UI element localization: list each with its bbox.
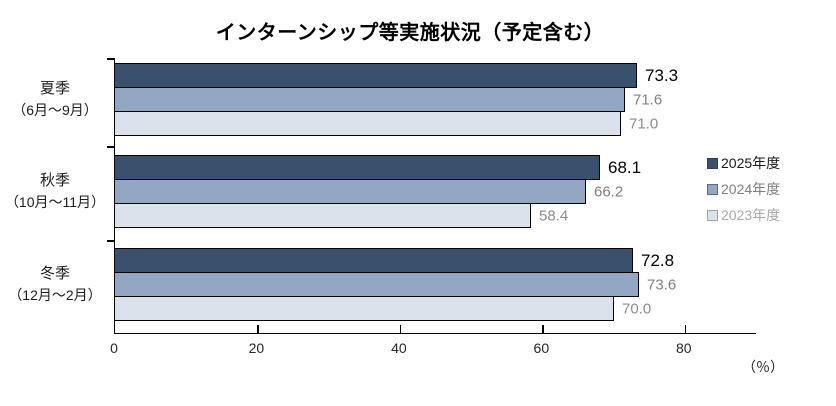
- bar-2025年度-cat0: [115, 63, 637, 88]
- value-label-2025年度-cat0: 73.3: [645, 65, 679, 85]
- legend-swatch-icon: [707, 157, 718, 169]
- legend-item-2023年度: 2023年度: [707, 202, 780, 228]
- value-label-2025年度-cat1: 68.1: [608, 157, 642, 177]
- x-axis-tick-label: 60: [533, 340, 550, 356]
- category-label-sub: （12月〜2月）: [8, 286, 102, 303]
- bar-2024年度-cat0: [115, 87, 625, 112]
- x-axis-tick: [542, 325, 544, 333]
- x-axis-tick: [257, 325, 259, 333]
- value-label-2025年度-cat2: 72.8: [641, 250, 675, 270]
- legend-label: 2024年度: [721, 181, 781, 197]
- category-label-0: 夏季 （6月〜9月）: [2, 63, 108, 136]
- value-label-2024年度-cat0: 71.6: [633, 91, 663, 108]
- value-label-2024年度-cat1: 66.2: [594, 183, 624, 200]
- bar-2024年度-cat1: [115, 179, 586, 204]
- x-axis-tick-label: 40: [391, 340, 407, 356]
- value-label-2024年度-cat2: 73.6: [647, 276, 677, 293]
- x-axis-tick-label: 0: [110, 340, 118, 356]
- legend-swatch-icon: [707, 209, 718, 221]
- bar-2025年度-cat2: [115, 248, 633, 273]
- value-label-2023年度-cat0: 71.0: [629, 115, 659, 132]
- category-label-main: 秋季: [39, 172, 70, 190]
- y-axis-tick: [107, 146, 115, 148]
- bar-2023年度-cat1: [115, 203, 531, 228]
- x-axis-tick-label: 80: [675, 340, 692, 356]
- bar-2024年度-cat2: [115, 272, 639, 297]
- x-axis-tick: [684, 325, 687, 333]
- bar-2023年度-cat2: [115, 296, 614, 321]
- legend: 2025年度 2024年度 2023年度: [707, 150, 780, 228]
- chart-title: インターンシップ等実施状況（予定含む）: [215, 22, 605, 44]
- x-axis-tick-label: 20: [248, 340, 265, 356]
- plot-area: 73.3 71.6 71.0 68.1 66.2 58.4 72.8 73.6 70.0: [107, 58, 756, 334]
- category-label-sub: （10月〜11月）: [4, 193, 106, 210]
- bar-2023年度-cat0: [115, 111, 621, 136]
- legend-item-2024年度: 2024年度: [707, 176, 780, 202]
- y-axis-tick: [107, 240, 115, 242]
- axis-unit-label: （％）: [742, 359, 784, 375]
- x-axis-labels: 0 20 40 60 80: [110, 340, 755, 358]
- category-label-1: 秋季 （10月〜11月）: [2, 155, 108, 228]
- value-label-2023年度-cat2: 70.0: [622, 300, 652, 317]
- y-axis-tick: [107, 58, 115, 60]
- value-label-2023年度-cat1: 58.4: [539, 207, 569, 224]
- category-label-sub: （6月〜9月）: [12, 101, 98, 118]
- category-label-2: 冬季 （12月〜2月）: [2, 248, 108, 321]
- legend-swatch-icon: [707, 183, 718, 195]
- legend-label: 2023年度: [721, 207, 781, 223]
- legend-item-2025年度: 2025年度: [707, 150, 780, 176]
- legend-label: 2025年度: [721, 155, 781, 171]
- category-label-main: 夏季: [39, 80, 70, 98]
- bar-2025年度-cat1: [115, 155, 600, 180]
- category-label-main: 冬季: [39, 265, 70, 283]
- x-axis-tick: [399, 325, 402, 333]
